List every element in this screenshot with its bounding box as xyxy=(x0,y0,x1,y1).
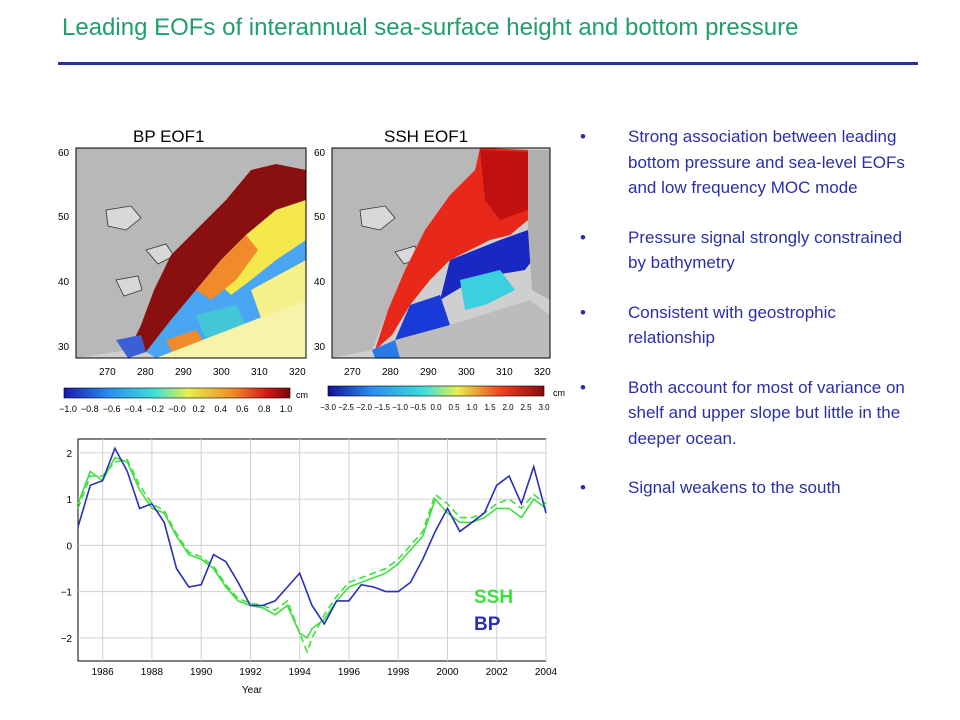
map2-xtick: 270 xyxy=(344,367,361,378)
x-axis-label: Year xyxy=(242,685,263,696)
map2-ytick: 40 xyxy=(314,277,326,288)
x-tick-label: 2000 xyxy=(436,667,459,678)
ssh-eof1-label: SSH EOF1 xyxy=(384,127,469,146)
colorbar-tick-label: 0.6 xyxy=(236,404,249,414)
map1-xtick: 290 xyxy=(175,367,192,378)
x-tick-label: 1992 xyxy=(239,667,262,678)
map2-xtick: 280 xyxy=(382,367,399,378)
map1-xtick: 280 xyxy=(137,367,154,378)
colorbar-tick-label: −0.2 xyxy=(146,404,164,414)
map1-xtick: 300 xyxy=(213,367,230,378)
colorbar-tick-label: 0.4 xyxy=(214,404,227,414)
bullet-item: • Signal weakens to the south xyxy=(580,478,841,497)
colorbar-tick-label: 3.0 xyxy=(538,403,550,412)
colorbar-tick-label: 1.0 xyxy=(466,403,478,412)
map2-ytick: 30 xyxy=(314,342,326,353)
colorbar-tick-label: 2.0 xyxy=(502,403,514,412)
map2-xtick: 310 xyxy=(496,367,513,378)
y-tick-label: −2 xyxy=(61,634,73,645)
colorbar-tick-label: −2.0 xyxy=(356,403,372,412)
bp-eof1-label: BP EOF1 xyxy=(133,127,205,146)
y-tick-label: 1 xyxy=(66,495,72,506)
map1-ytick: 40 xyxy=(58,277,70,288)
x-tick-label: 1990 xyxy=(190,667,213,678)
bp-eof1-map: 60 50 40 30 270 280 290 300 310 320 xyxy=(46,140,326,435)
title-divider xyxy=(58,62,918,65)
map1-ytick: 50 xyxy=(58,212,70,223)
x-tick-label: 1998 xyxy=(387,667,410,678)
x-tick-label: 1988 xyxy=(141,667,164,678)
colorbar-tick-label: −0.5 xyxy=(410,403,426,412)
map2-ytick: 60 xyxy=(314,148,326,159)
colorbar-tick-label: −1.0 xyxy=(59,404,77,414)
x-tick-label: 2002 xyxy=(486,667,509,678)
legend-label: SSH xyxy=(474,587,513,608)
map2-xtick: 320 xyxy=(534,367,551,378)
y-tick-label: 0 xyxy=(66,541,72,552)
colorbar-tick-label: 0.0 xyxy=(430,403,442,412)
map1-ytick: 60 xyxy=(58,148,70,159)
bullet-item: • Consistent with geostrophic relationshi… xyxy=(580,302,836,348)
colorbar-tick-label: 0.8 xyxy=(258,404,271,414)
series-line-ssh xyxy=(77,456,547,640)
colorbar-tick-label: 1.0 xyxy=(280,404,293,414)
ssh-eof1-map: 60 50 40 30 270 280 290 300 310 320 cm −… xyxy=(300,140,580,435)
colorbar-tick-label: 2.5 xyxy=(520,403,532,412)
map2-xtick: 300 xyxy=(458,367,475,378)
colorbar-tick-label: −2.5 xyxy=(338,403,354,412)
legend-label: BP xyxy=(474,614,501,635)
x-tick-label: 1996 xyxy=(338,667,361,678)
bullet-list: • Strong association between leading bott… xyxy=(580,124,920,525)
eof-timeseries-chart: 2 1 0 −1 −2 1986 1988 1990 1992 1994 1996 1998 2000 2… xyxy=(60,433,560,703)
colorbar-tick-label: −0.6 xyxy=(103,404,121,414)
colorbar-tick-label: −0.8 xyxy=(81,404,99,414)
y-tick-label: 2 xyxy=(66,449,72,460)
colorbar-tick-label: −3.0 xyxy=(320,403,336,412)
colorbar-tick-label: 1.5 xyxy=(484,403,496,412)
map2-ytick: 50 xyxy=(314,212,326,223)
x-tick-label: 2004 xyxy=(535,667,558,678)
colorbar-tick-label: −1.5 xyxy=(374,403,390,412)
plot-area xyxy=(77,438,547,662)
colorbar-tick-label: −0.4 xyxy=(125,404,143,414)
map1-colorbar-unit: cm xyxy=(296,390,308,400)
y-tick-label: −1 xyxy=(61,588,73,599)
map1-xtick: 310 xyxy=(251,367,268,378)
colorbar-tick-label: 0.5 xyxy=(448,403,460,412)
map1-ytick: 30 xyxy=(58,342,70,353)
bullet-item: • Pressure signal strongly constrained by… xyxy=(580,227,903,273)
colorbar-tick-label: −1.0 xyxy=(392,403,408,412)
map1-xtick: 320 xyxy=(289,367,306,378)
map2-xtick: 290 xyxy=(420,367,437,378)
series-line-bp xyxy=(77,446,547,626)
x-tick-label: 1986 xyxy=(92,667,115,678)
series-line-ssh-dashed xyxy=(77,458,547,655)
map1-xtick: 270 xyxy=(99,367,116,378)
slide-title: Leading EOFs of interannual sea-surface … xyxy=(62,14,799,41)
map2-colorbar-unit: cm xyxy=(553,388,565,398)
colorbar-tick-label: −0.0 xyxy=(168,404,186,414)
bullet-item: • Both account for most of variance on sh… xyxy=(580,377,905,448)
x-tick-label: 1994 xyxy=(289,667,312,678)
colorbar-tick-label: 0.2 xyxy=(193,404,206,414)
bullet-item: • Strong association between leading bott… xyxy=(580,127,905,197)
